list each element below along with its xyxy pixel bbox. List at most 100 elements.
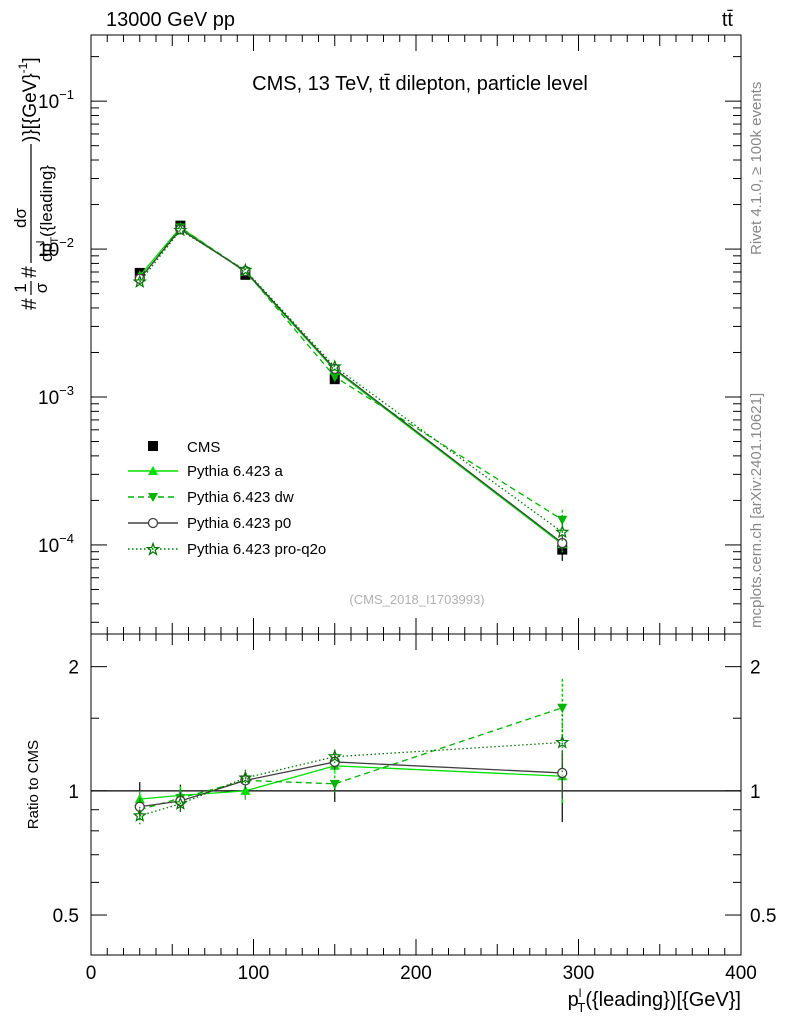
ratio-y-tick-label-right: 2 bbox=[750, 658, 761, 679]
ratio-line-pythia-6-423-p0 bbox=[139, 761, 563, 808]
main-y-tick-base: 10 bbox=[38, 388, 59, 409]
ratio-y-axis-label: Ratio to CMS bbox=[25, 740, 42, 829]
data-point-pythia-6-423-p0 bbox=[134, 273, 145, 284]
main-y-tick-base: 10 bbox=[38, 536, 59, 557]
legend-marker-pythia-a bbox=[148, 466, 158, 475]
data-point-pythia-6-423-pro-q2o bbox=[132, 274, 147, 288]
y-label-denominator: dpl T({leading} bbox=[35, 165, 61, 262]
legend-marker-pythia-pro-q2o bbox=[145, 541, 161, 556]
main-series-group bbox=[132, 220, 570, 561]
legend-label-pythia-a: Pythia 6.423 a bbox=[187, 463, 284, 480]
main-y-tick-label: 10−2 bbox=[38, 235, 74, 261]
legend-marker-pythia-dw bbox=[148, 493, 158, 502]
y-label-dp-arg: ({leading} bbox=[37, 165, 56, 237]
y-label-dsigma: dσ bbox=[11, 208, 30, 228]
ratio-y-tick-label-right: 0.5 bbox=[750, 906, 776, 927]
legend-label-pythia-dw: Pythia 6.423 dw bbox=[187, 489, 294, 506]
process-label: tt̄ bbox=[722, 9, 734, 31]
data-point-pythia-6-423-pro-q2o bbox=[238, 262, 253, 277]
data-point-pythia-6-423-dw bbox=[557, 515, 568, 526]
legend-marker-cms bbox=[148, 441, 158, 451]
rivet-label: Rivet 4.1.0, ≥ 100k events bbox=[748, 82, 765, 255]
series-cms bbox=[134, 220, 568, 561]
ratio-y-tick-label-left: 2 bbox=[68, 658, 79, 679]
legend-entry-cms: CMS bbox=[148, 439, 220, 456]
y-label-dp-sup: l bbox=[35, 241, 47, 243]
data-point-pythia-6-423-pro-q2o bbox=[327, 359, 342, 373]
ratio-y-tick-label-right: 1 bbox=[750, 782, 761, 803]
ratio-series-pythia-6-423-a bbox=[134, 753, 568, 808]
main-y-tick-label: 10−4 bbox=[38, 531, 74, 557]
y-label-suffix-end: ] bbox=[20, 57, 41, 62]
ratio-point-pythia-6-423-dw bbox=[329, 779, 340, 790]
beam-label: 13000 GeV pp bbox=[106, 9, 235, 31]
ratio-point-pythia-6-423-pro-q2o bbox=[173, 796, 188, 810]
y-label-prefix: # bbox=[18, 298, 41, 310]
ratio-x-axis-label: pl T({leading})[{GeV}] bbox=[568, 986, 741, 1015]
data-point-pythia-6-423-pro-q2o bbox=[555, 524, 570, 539]
ratio-point-pythia-6-423-p0 bbox=[557, 767, 568, 779]
main-y-tick-exp: −1 bbox=[59, 87, 74, 102]
data-point-pythia-6-423-pro-q2o bbox=[173, 222, 188, 237]
ratio-panel: 0.5 0.5 1 1 2 2 0 100 200 300 400 Ratio to CMS pl T… bbox=[25, 633, 776, 1015]
main-panel: CMS, 13 TeV, tt̄ dilepton, particle leve… bbox=[11, 34, 742, 635]
series-pythia-6-423-dw bbox=[134, 223, 568, 532]
main-y-tick-base: 10 bbox=[38, 92, 59, 113]
ratio-x-tick-label: 300 bbox=[563, 963, 595, 984]
y-label-dp: dp bbox=[37, 243, 56, 262]
legend-entry-pythia-dw: Pythia 6.423 dw bbox=[128, 489, 294, 506]
data-point-pythia-6-423-p0 bbox=[240, 265, 251, 277]
ratio-series-group bbox=[91, 678, 741, 826]
ratio-point-pythia-6-423-pro-q2o bbox=[238, 770, 253, 784]
legend-entry-pythia-p0: Pythia 6.423 p0 bbox=[128, 515, 291, 532]
ratio-series-pythia-6-423-dw bbox=[134, 678, 568, 819]
ratio-x-tick-label: 200 bbox=[400, 963, 432, 984]
ratio-series-pythia-6-423-p0 bbox=[134, 750, 568, 816]
y-label-suffix: )}[{GeV}-1] bbox=[16, 57, 41, 142]
y-label-suffix-sup: -1 bbox=[16, 62, 30, 73]
main-axis-ticks: 10−410−310−210−1 bbox=[38, 35, 742, 634]
ratio-x-tick-label: 400 bbox=[725, 963, 757, 984]
y-label-suffix-text: )}[{GeV} bbox=[20, 73, 41, 142]
data-point-pythia-6-423-p0 bbox=[557, 537, 568, 549]
legend-label-pythia-p0: Pythia 6.423 p0 bbox=[187, 515, 291, 532]
legend: CMS Pythia 6.423 a Pythia 6.423 dw Pythi… bbox=[128, 439, 326, 558]
chart-title: CMS, 13 TeV, tt̄ dilepton, particle leve… bbox=[252, 73, 588, 95]
series-pythia-6-423-pro-q2o bbox=[132, 222, 570, 543]
ratio-point-pythia-6-423-dw bbox=[557, 703, 568, 714]
y-label-dp-sub: T bbox=[49, 237, 61, 244]
legend-label-cms: CMS bbox=[187, 439, 220, 456]
x-label-p: p bbox=[568, 989, 579, 1011]
main-y-tick-label: 10−1 bbox=[38, 87, 74, 113]
mcplots-label: mcplots.cern.ch [arXiv:2401.10621] bbox=[748, 393, 765, 628]
y-label-hash: # bbox=[18, 266, 41, 278]
main-y-tick-exp: −3 bbox=[59, 383, 74, 398]
ratio-y-tick-label-left: 0.5 bbox=[53, 906, 79, 927]
ratio-axis-ticks: 0.5 0.5 1 1 2 2 0 100 200 300 400 bbox=[53, 634, 776, 984]
ratio-line-pythia-6-423-pro-q2o bbox=[139, 741, 563, 817]
analysis-watermark: (CMS_2018_I1703993) bbox=[349, 592, 484, 607]
main-y-tick-exp: −4 bbox=[59, 531, 74, 546]
y-label-sigma: σ bbox=[32, 282, 51, 293]
legend-marker-pythia-p0 bbox=[147, 517, 159, 529]
ratio-point-pythia-6-423-pro-q2o bbox=[555, 735, 570, 749]
ratio-series-pythia-6-423-pro-q2o bbox=[132, 714, 570, 826]
data-point-pythia-6-423-dw bbox=[329, 372, 340, 383]
ratio-point-pythia-6-423-pro-q2o bbox=[132, 808, 147, 822]
ratio-y-tick-label-left: 1 bbox=[68, 782, 79, 803]
legend-label-pythia-pro-q2o: Pythia 6.423 pro-q2o bbox=[187, 541, 326, 558]
ratio-x-tick-label: 100 bbox=[238, 963, 270, 984]
x-label-rest: ({leading})[{GeV}] bbox=[585, 989, 741, 1011]
main-y-tick-exp: −2 bbox=[59, 235, 74, 250]
main-y-tick-label: 10−3 bbox=[38, 383, 74, 409]
ratio-point-pythia-6-423-pro-q2o bbox=[327, 749, 342, 763]
main-y-axis-label: # 1 σ # dσ dpl T({leading} )}[{GeV}-1] bbox=[11, 57, 61, 310]
x-label-sup: l bbox=[579, 986, 582, 1000]
main-y-tick-base: 10 bbox=[38, 240, 59, 261]
legend-entry-pythia-a: Pythia 6.423 a bbox=[128, 463, 284, 480]
legend-entry-pythia-pro-q2o: Pythia 6.423 pro-q2o bbox=[128, 541, 326, 558]
y-label-one: 1 bbox=[11, 283, 30, 292]
ratio-point-pythia-6-423-a bbox=[240, 785, 251, 795]
ratio-x-tick-label: 0 bbox=[86, 963, 97, 984]
